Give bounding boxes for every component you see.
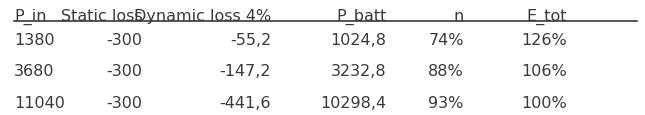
Text: 1024,8: 1024,8 [331, 33, 387, 47]
Text: -147,2: -147,2 [219, 64, 271, 79]
Text: -300: -300 [106, 95, 143, 110]
Text: -300: -300 [106, 64, 143, 79]
Text: 11040: 11040 [14, 95, 65, 110]
Text: 100%: 100% [521, 95, 566, 110]
Text: P_batt: P_batt [336, 9, 387, 25]
Text: 93%: 93% [428, 95, 464, 110]
Text: 106%: 106% [521, 64, 566, 79]
Text: n: n [453, 9, 464, 24]
Text: E_tot: E_tot [526, 9, 566, 25]
Text: 1380: 1380 [14, 33, 55, 47]
Text: 3680: 3680 [14, 64, 55, 79]
Text: -300: -300 [106, 33, 143, 47]
Text: 74%: 74% [428, 33, 464, 47]
Text: 126%: 126% [521, 33, 566, 47]
Text: -55,2: -55,2 [230, 33, 271, 47]
Text: 10298,4: 10298,4 [321, 95, 387, 110]
Text: 88%: 88% [428, 64, 464, 79]
Text: Dynamic loss 4%: Dynamic loss 4% [134, 9, 271, 24]
Text: P_in: P_in [14, 9, 46, 25]
Text: -441,6: -441,6 [219, 95, 271, 110]
Text: 3232,8: 3232,8 [331, 64, 387, 79]
Text: Static loss: Static loss [61, 9, 143, 24]
